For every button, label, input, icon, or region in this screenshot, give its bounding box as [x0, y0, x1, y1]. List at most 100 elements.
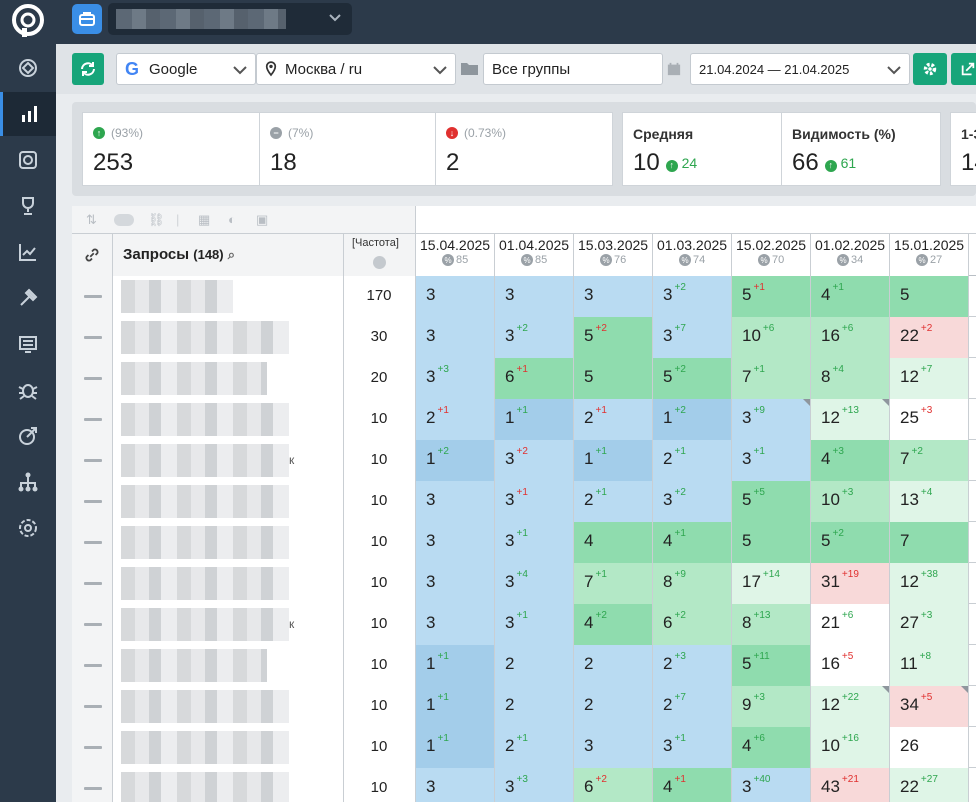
position-cell[interactable]: 3 +40	[732, 768, 811, 802]
position-cell[interactable]: 4 +3	[811, 440, 890, 481]
project-select[interactable]	[108, 3, 352, 35]
position-cell[interactable]: 7	[890, 522, 969, 563]
position-cell[interactable]: 1 +1	[574, 440, 653, 481]
position-cell[interactable]: 2 +1	[495, 727, 574, 768]
position-cell[interactable]: 17 +14	[732, 563, 811, 604]
query-cell[interactable]	[113, 317, 344, 358]
row-link-cell[interactable]	[72, 563, 113, 604]
position-cell[interactable]: 3 +2	[495, 317, 574, 358]
position-cell[interactable]: 7 +1	[732, 358, 811, 399]
position-cell[interactable]: 7 +2	[890, 440, 969, 481]
position-cell[interactable]: 3	[574, 727, 653, 768]
query-cell[interactable]	[113, 768, 344, 802]
table-row[interactable]: 10 3 3 +3 6 +2 4 +1 3 +40 43 +21 22 +27	[72, 768, 976, 802]
position-cell[interactable]: 10 +6	[732, 317, 811, 358]
query-cell[interactable]	[113, 481, 344, 522]
row-link-cell[interactable]	[72, 645, 113, 686]
engine-select[interactable]: G Google	[116, 53, 256, 85]
text-icon[interactable]: ▣	[256, 212, 269, 227]
row-link-cell[interactable]	[72, 768, 113, 802]
position-cell[interactable]: 12 +13	[811, 399, 890, 440]
position-cell[interactable]: 3 +1	[495, 604, 574, 645]
table-row[interactable]: 10 3 3 +4 7 +1 8 +9 17 +14 31 +19 12 +38	[72, 563, 976, 604]
position-cell[interactable]: 5 +2	[653, 358, 732, 399]
nav-structure-icon[interactable]	[0, 460, 56, 504]
row-link-cell[interactable]	[72, 686, 113, 727]
table-row[interactable]: к 10 3 3 +1 4 +2 6 +2 8 +13 21 +6 27 +3	[72, 604, 976, 645]
queries-column-header[interactable]: Запросы (148) ⌕	[113, 234, 344, 276]
position-cell[interactable]: 1 +2	[653, 399, 732, 440]
position-cell[interactable]: 5 +1	[732, 276, 811, 317]
position-cell[interactable]: 4	[574, 522, 653, 563]
position-cell[interactable]: 5	[574, 358, 653, 399]
nav-bug-icon[interactable]	[0, 368, 56, 412]
position-cell[interactable]: 3	[416, 522, 495, 563]
logo-icon[interactable]	[10, 2, 46, 38]
position-cell[interactable]: 11 +8	[890, 645, 969, 686]
row-link-cell[interactable]	[72, 522, 113, 563]
position-cell[interactable]: 3 +2	[653, 276, 732, 317]
frequency-column-header[interactable]: [Частота]	[344, 234, 416, 276]
position-cell[interactable]: 3	[416, 768, 495, 802]
position-cell[interactable]: 6 +2	[653, 604, 732, 645]
position-cell[interactable]: 1 +1	[416, 645, 495, 686]
position-cell[interactable]: 3 +4	[495, 563, 574, 604]
position-cell[interactable]: 2 +1	[416, 399, 495, 440]
toggle-switch[interactable]	[114, 214, 134, 226]
position-cell[interactable]: 5 +11	[732, 645, 811, 686]
table-row[interactable]: 30 3 3 +2 5 +2 3 +7 10 +6 16 +6 22 +2	[72, 317, 976, 358]
position-cell[interactable]: 5	[732, 522, 811, 563]
date-column-header[interactable]: 01.03.2025% 74	[653, 234, 732, 276]
position-cell[interactable]: 3	[416, 276, 495, 317]
position-cell[interactable]: 10 +3	[811, 481, 890, 522]
date-column-header[interactable]: 15.03.2025% 76	[574, 234, 653, 276]
position-cell[interactable]: 6 +2	[574, 768, 653, 802]
nav-analytics-icon[interactable]	[0, 230, 56, 274]
calculator-icon[interactable]: ▦	[198, 212, 211, 227]
nav-settings-icon[interactable]	[0, 506, 56, 550]
link-column-header[interactable]	[72, 234, 113, 276]
position-cell[interactable]: 3 +1	[732, 440, 811, 481]
table-row[interactable]: 10 3 3 +1 4 4 +1 5 5 +2 7	[72, 522, 976, 563]
query-cell[interactable]	[113, 727, 344, 768]
row-link-cell[interactable]	[72, 276, 113, 317]
position-cell[interactable]: 2	[574, 645, 653, 686]
position-cell[interactable]: 3	[495, 276, 574, 317]
table-row[interactable]: 10 3 3 +1 2 +1 3 +2 5 +5 10 +3 13 +4	[72, 481, 976, 522]
date-column-header[interactable]: 15.04.2025% 85	[416, 234, 495, 276]
table-row[interactable]: 10 2 +1 1 +1 2 +1 1 +2 3 +9 12 +13 25 +3	[72, 399, 976, 440]
position-cell[interactable]: 1 +1	[416, 727, 495, 768]
position-cell[interactable]: 8 +4	[811, 358, 890, 399]
row-link-cell[interactable]	[72, 604, 113, 645]
region-select[interactable]: Москва / ru	[256, 53, 456, 85]
position-cell[interactable]: 3	[416, 563, 495, 604]
position-cell[interactable]: 5	[890, 276, 969, 317]
position-cell[interactable]: 4 +1	[653, 768, 732, 802]
position-cell[interactable]: 1 +2	[416, 440, 495, 481]
query-cell[interactable]	[113, 522, 344, 563]
position-cell[interactable]: 3 +3	[495, 768, 574, 802]
position-cell[interactable]: 27 +3	[890, 604, 969, 645]
position-cell[interactable]: 5 +2	[811, 522, 890, 563]
position-cell[interactable]: 4 +1	[811, 276, 890, 317]
position-cell[interactable]: 5 +2	[574, 317, 653, 358]
position-cell[interactable]: 4 +2	[574, 604, 653, 645]
position-cell[interactable]: 43 +21	[811, 768, 890, 802]
export-button[interactable]	[951, 53, 976, 85]
row-link-cell[interactable]	[72, 727, 113, 768]
position-cell[interactable]: 2 +7	[653, 686, 732, 727]
position-cell[interactable]: 1 +1	[495, 399, 574, 440]
nav-target-icon[interactable]	[0, 414, 56, 458]
settings-button[interactable]	[913, 53, 947, 85]
position-cell[interactable]: 3 +2	[653, 481, 732, 522]
position-cell[interactable]: 3 +1	[653, 727, 732, 768]
position-cell[interactable]: 12 +38	[890, 563, 969, 604]
nav-tools-icon[interactable]	[0, 276, 56, 320]
query-cell[interactable]	[113, 563, 344, 604]
sort-icon[interactable]: ⇅	[86, 212, 97, 227]
query-cell[interactable]	[113, 686, 344, 727]
query-cell[interactable]	[113, 399, 344, 440]
position-cell[interactable]: 3	[416, 604, 495, 645]
refresh-button[interactable]	[72, 53, 104, 85]
position-cell[interactable]: 4 +6	[732, 727, 811, 768]
